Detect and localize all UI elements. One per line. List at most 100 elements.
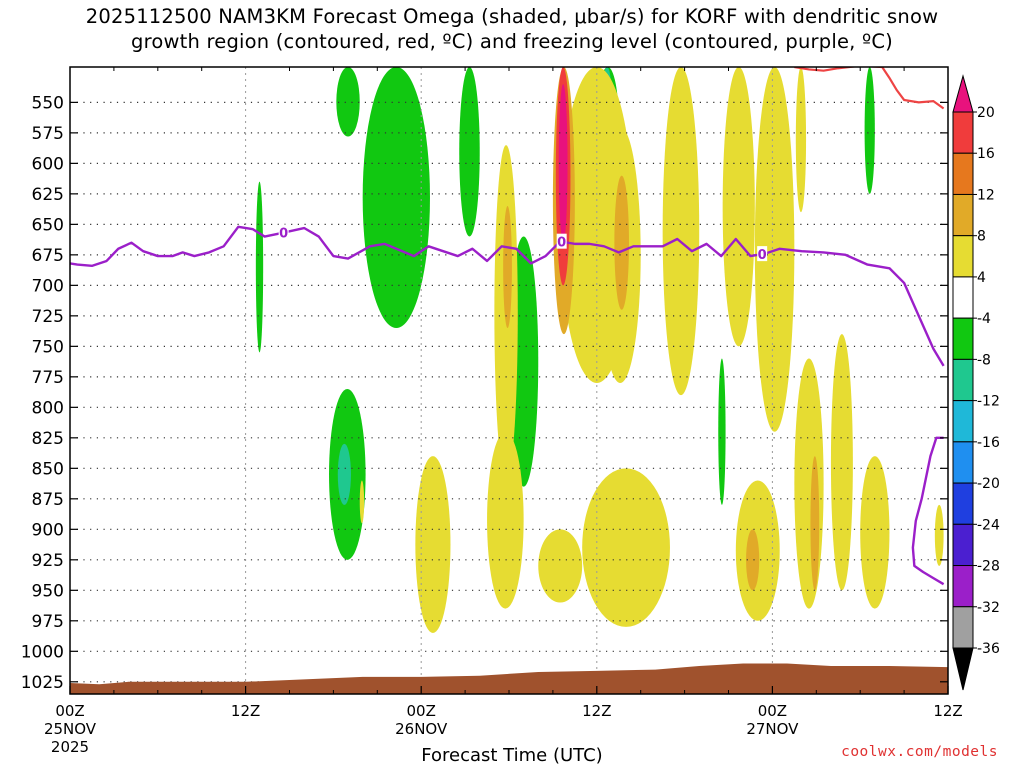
contour-label-bg: [278, 224, 289, 240]
colorbar-label: 8: [977, 229, 986, 245]
omega-region-orange: [746, 529, 760, 591]
omega-region-green: [864, 67, 875, 194]
terrain-fill: [70, 663, 948, 694]
freezing-level-label: 0: [279, 227, 288, 242]
colorbar-label: -8: [977, 352, 991, 368]
y-axis: 550 575 600 625 650 675 700 725 750 775 800 825 850 8…: [21, 93, 948, 693]
y-tick-label: 750: [32, 337, 64, 357]
colorbar-label: -12: [977, 394, 1000, 410]
credit-text: coolwx.com/models: [841, 744, 998, 760]
omega-region-orange: [503, 206, 512, 329]
y-tick-label: 950: [32, 581, 64, 601]
colorbar-segment: [952, 235, 974, 278]
y-tick-label: 875: [32, 490, 64, 510]
y-tick-label: 550: [32, 93, 64, 113]
x-tick-date: 25NOV: [44, 720, 97, 738]
omega-region-yellow: [830, 334, 853, 591]
y-tick-label: 675: [32, 246, 64, 266]
x-tick-label: 00Z: [55, 702, 84, 720]
omega-region-yellow: [487, 431, 524, 609]
colorbar-label: 12: [977, 187, 995, 203]
colorbar-segment: [952, 523, 974, 567]
colorbar-label: -4: [977, 311, 991, 327]
colorbar-segment: [952, 317, 974, 360]
omega-region-orange: [810, 456, 820, 591]
y-tick-label: 650: [32, 215, 64, 235]
y-tick-label: 1000: [21, 642, 64, 662]
omega-region-yellow: [662, 67, 700, 396]
omega-region-yellow: [795, 67, 807, 213]
omega-region-green: [459, 67, 480, 237]
colorbar-segment: [952, 152, 974, 195]
y-tick-label: 1025: [21, 673, 64, 693]
omega-region-teal: [337, 443, 351, 505]
y-tick-label: 775: [32, 368, 64, 388]
freezing-level-label: 0: [758, 248, 767, 263]
y-tick-label: 975: [32, 612, 64, 632]
y-tick-label: 800: [32, 398, 64, 418]
omega-region-magenta: [558, 84, 568, 243]
terrain: [70, 663, 948, 694]
y-tick-label: 900: [32, 520, 64, 540]
colorbar-label: -36: [977, 641, 1000, 657]
y-tick-label: 850: [32, 459, 64, 479]
x-tick-label: 12Z: [582, 702, 611, 720]
omega-region-yellow: [934, 504, 944, 566]
contour-label-bg: [757, 246, 768, 262]
y-tick-label: 925: [32, 551, 64, 571]
freezing-level-label: 0: [557, 236, 566, 251]
colorbar-segment: [952, 441, 974, 484]
colorbar-label: -32: [977, 600, 1000, 616]
freezing-level-contour-lower: [911, 436, 945, 586]
x-tick-label: 12Z: [231, 702, 260, 720]
colorbar-label: 16: [977, 146, 995, 162]
colorbar-label: 4: [977, 270, 986, 286]
omega-region-yellow: [538, 529, 583, 603]
chart-title-line2: growth region (contoured, red, ºC) and f…: [131, 30, 893, 53]
colorbar-segment: [952, 193, 974, 237]
omega-region-green: [336, 67, 360, 137]
colorbar-segment: [952, 400, 974, 443]
omega-region-yellow: [582, 468, 670, 627]
colorbar-label: -24: [977, 517, 1000, 533]
chart-title: 2025112500 NAM3KM Forecast Omega (shaded…: [0, 4, 1024, 54]
x-tick-label: 12Z: [933, 702, 962, 720]
omega-shading: [90, 67, 944, 694]
y-tick-label: 725: [32, 307, 64, 327]
x-tick-year: 2025: [51, 738, 89, 756]
omega-region-orange: [614, 175, 629, 310]
contour-label-bg: [556, 233, 567, 249]
y-tick-label: 625: [32, 185, 64, 205]
colorbar-label: -16: [977, 435, 1000, 451]
x-tick-date: 26NOV: [395, 720, 448, 738]
colorbar-arrow-top: [952, 74, 974, 113]
colorbar-segment: [952, 358, 974, 402]
colorbar-label: 20: [977, 105, 995, 121]
y-tick-label: 825: [32, 429, 64, 449]
omega-region-yellow: [722, 67, 755, 347]
freezing-level-contour: [70, 225, 945, 367]
y-tick-label: 575: [32, 124, 64, 144]
x-tick-label: 00Z: [407, 702, 436, 720]
colorbar-segment: [952, 276, 974, 319]
y-tick-label: 700: [32, 276, 64, 296]
colorbar-segment: [952, 565, 974, 608]
x-axis-label: Forecast Time (UTC): [421, 745, 603, 766]
contour-lines: 0 0 0: [70, 67, 945, 586]
colorbar-segment: [952, 482, 974, 525]
y-tick-label: 600: [32, 154, 64, 174]
x-tick-label: 00Z: [758, 702, 787, 720]
omega-region-yellow: [415, 456, 451, 634]
x-tick-date: 27NOV: [746, 720, 799, 738]
colorbar-label: -28: [977, 559, 1000, 575]
colorbar-arrow-bottom: [952, 647, 974, 691]
omega-region-green: [362, 67, 430, 329]
omega-region-yellow: [359, 480, 365, 524]
colorbar-label: -20: [977, 476, 1000, 492]
gridlines: [70, 67, 948, 694]
omega-region-yellow: [860, 456, 890, 609]
dendritic-growth-contour: [794, 67, 945, 110]
